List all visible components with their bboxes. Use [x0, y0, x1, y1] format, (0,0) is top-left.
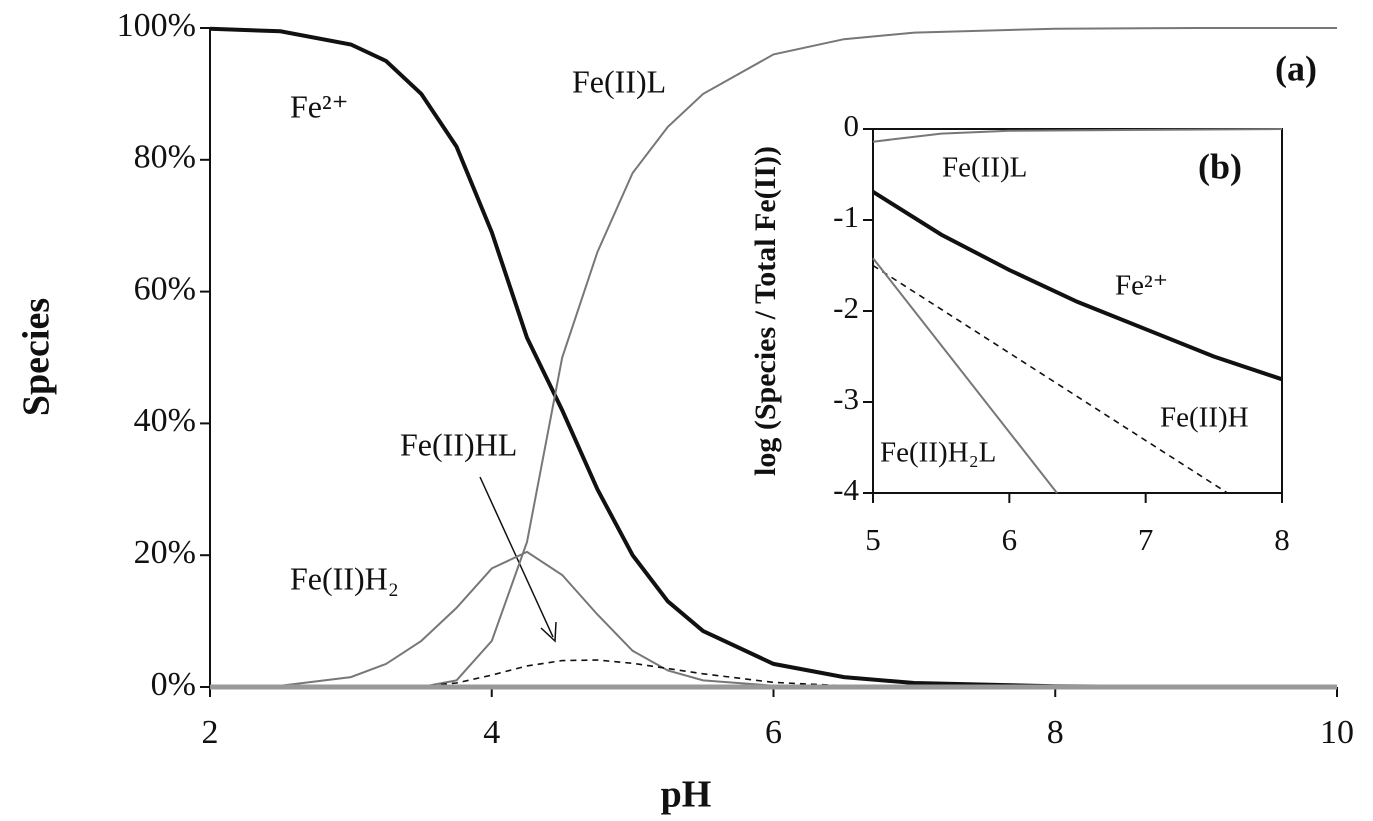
x-tick-label: 8: [1047, 714, 1064, 751]
y-tick-label: -1: [833, 199, 859, 234]
x-tick-label: 10: [1320, 714, 1354, 751]
series-line: [872, 264, 1228, 494]
series-label: Fe(II)L: [572, 63, 666, 99]
x-tick-label: 6: [1002, 522, 1018, 557]
x-tick-label: 5: [865, 522, 881, 557]
y-tick-label: 60%: [134, 270, 196, 307]
x-tick-label: 2: [202, 714, 219, 751]
y-axis-label: Species: [16, 298, 58, 416]
y-tick-label: 0%: [151, 666, 196, 703]
series-line: [872, 257, 1058, 494]
x-tick-label: 7: [1138, 522, 1154, 557]
series-line: [209, 26, 1337, 689]
series-label: Fe(II)HL: [400, 426, 517, 462]
y-tick-label: 0: [844, 108, 860, 143]
y-tick-label: 100%: [117, 7, 196, 44]
series-label: Fe(II)H₂L: [880, 437, 996, 469]
y-tick-label: 40%: [134, 402, 196, 439]
y-tick-label: 80%: [134, 139, 196, 176]
y-tick-label: -3: [833, 381, 859, 416]
arrow-head: [540, 621, 557, 643]
series-line: [872, 128, 1283, 143]
x-tick-label: 4: [483, 714, 500, 751]
series-line: [871, 190, 1283, 382]
series-label: Fe(II)H₂: [290, 560, 399, 596]
x-axis-label: pH: [661, 774, 712, 816]
y-tick-label: 20%: [134, 534, 196, 571]
panel-label: (a): [1275, 48, 1317, 88]
series-label: Fe(II)L: [942, 152, 1027, 184]
series-label: Fe(II)H: [1160, 402, 1249, 434]
x-tick-label: 8: [1274, 522, 1290, 557]
y-axis-label: log (Species / Total Fe(II)): [749, 146, 782, 476]
panel-label: (b): [1198, 146, 1242, 186]
series-label: Fe²⁺: [290, 88, 348, 124]
y-tick-label: -4: [833, 472, 859, 507]
series-label: Fe²⁺: [1115, 270, 1168, 302]
inset-frame: [872, 128, 1283, 494]
x-tick-label: 6: [765, 714, 782, 751]
y-tick-label: -2: [833, 290, 859, 325]
